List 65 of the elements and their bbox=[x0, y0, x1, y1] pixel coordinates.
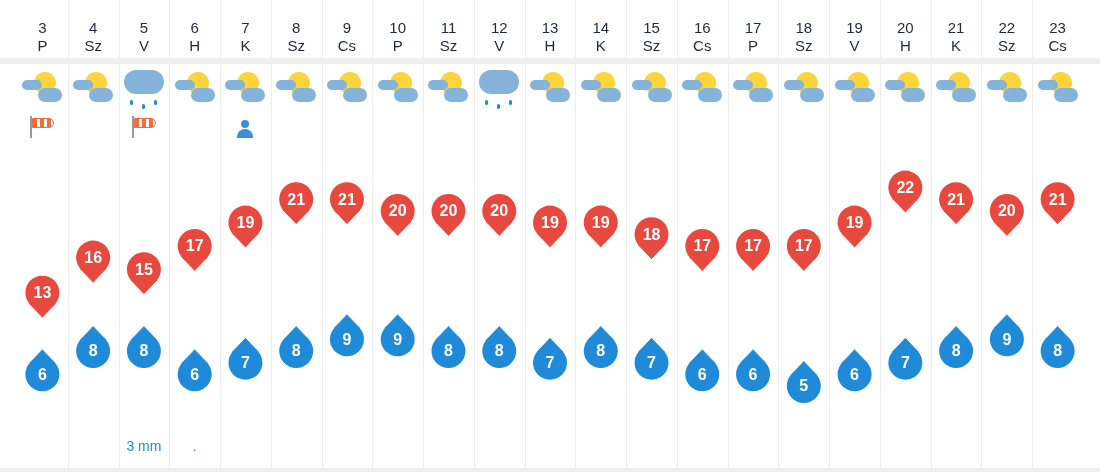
x-tick-label: 19 V bbox=[846, 19, 863, 55]
data-label: 16 bbox=[84, 249, 103, 267]
data-label: 21 bbox=[287, 190, 306, 208]
data-label: 9 bbox=[342, 330, 352, 348]
x-tick-label: 18 Sz bbox=[795, 19, 813, 55]
data-label: 6 bbox=[850, 365, 860, 383]
x-tick-label: 16 Cs bbox=[693, 19, 712, 55]
data-label: 19 bbox=[845, 214, 864, 231]
data-label: 21 bbox=[947, 190, 966, 208]
x-tick-label: 5 V bbox=[138, 19, 149, 55]
data-label: 5 bbox=[799, 377, 809, 395]
data-label: 17 bbox=[693, 237, 712, 255]
data-label: 6 bbox=[37, 365, 47, 383]
data-label: 21 bbox=[1048, 190, 1067, 208]
x-tick-label: 20 H bbox=[896, 19, 914, 55]
data-label: 17 bbox=[185, 237, 204, 255]
x-tick-label: 17 P bbox=[744, 19, 762, 55]
data-label: 8 bbox=[951, 342, 961, 360]
data-label: 19 bbox=[541, 214, 559, 231]
x-tick-label: 8 Sz bbox=[287, 19, 305, 55]
data-label: 19 bbox=[591, 214, 610, 231]
data-label: 8 bbox=[444, 342, 454, 360]
x-tick-label: 21 K bbox=[947, 19, 965, 55]
data-label: 6 bbox=[190, 365, 200, 383]
text: 3 mm bbox=[125, 438, 163, 454]
x-tick-label: 13 H bbox=[541, 19, 559, 55]
data-label: 20 bbox=[388, 202, 407, 220]
data-label: 17 bbox=[794, 237, 813, 255]
data-label: 19 bbox=[236, 214, 255, 231]
data-label: 6 bbox=[697, 365, 707, 383]
x-tick-label: 9 Cs bbox=[337, 19, 357, 55]
data-label: 8 bbox=[88, 342, 98, 360]
data-label: 13 bbox=[33, 284, 52, 302]
data-label: 8 bbox=[494, 342, 504, 360]
data-label: 8 bbox=[291, 342, 301, 360]
x-tick-label: 4 Sz bbox=[84, 19, 102, 55]
data-label: 20 bbox=[439, 202, 458, 220]
data-label: 7 bbox=[647, 354, 657, 372]
x-tick-label: 15 Sz bbox=[642, 19, 661, 55]
data-label: 9 bbox=[393, 330, 403, 348]
data-label: 15 bbox=[135, 260, 153, 278]
data-label: 17 bbox=[744, 237, 763, 255]
text: . bbox=[191, 438, 198, 454]
x-tick-label: 11 Sz bbox=[439, 19, 458, 55]
data-label: 6 bbox=[748, 365, 758, 383]
x-tick-label: 6 H bbox=[189, 19, 201, 55]
data-label: 9 bbox=[1002, 330, 1012, 348]
data-label: 7 bbox=[900, 354, 910, 372]
data-label: 7 bbox=[240, 354, 250, 372]
x-tick-label: 23 Cs bbox=[1048, 19, 1067, 55]
data-label: 20 bbox=[490, 202, 509, 220]
data-label: 22 bbox=[896, 178, 915, 196]
data-label: 21 bbox=[338, 190, 356, 208]
data-label: 7 bbox=[545, 354, 555, 372]
x-tick-label: 14 K bbox=[592, 19, 610, 55]
data-label: 8 bbox=[1053, 342, 1063, 360]
x-tick-label: 3 P bbox=[37, 19, 48, 55]
x-tick-label: 12 V bbox=[490, 19, 508, 55]
x-tick-label: 22 Sz bbox=[998, 19, 1016, 55]
data-label: 20 bbox=[997, 202, 1016, 220]
x-tick-label: 7 K bbox=[240, 19, 251, 55]
data-label: 18 bbox=[642, 225, 661, 243]
data-label: 8 bbox=[596, 342, 606, 360]
data-label: 8 bbox=[139, 342, 149, 360]
x-tick-label: 10 P bbox=[389, 19, 407, 55]
